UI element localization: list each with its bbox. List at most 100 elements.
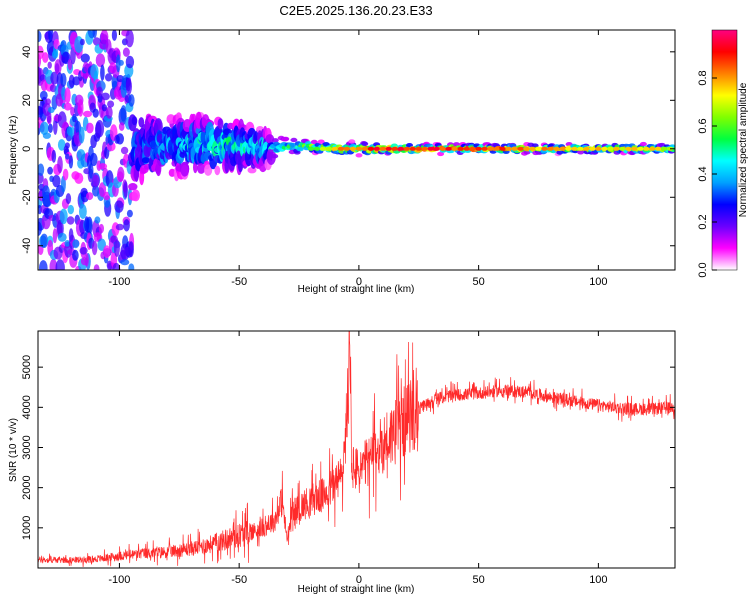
snr-x-tick-label: -100 bbox=[108, 574, 130, 586]
heatmap-cell bbox=[607, 146, 614, 151]
heatmap-cell bbox=[111, 30, 117, 41]
heatmap-cell bbox=[631, 146, 638, 151]
heatmap-cell bbox=[74, 172, 84, 184]
heatmap-y-axis-label: Frequency (Hz) bbox=[8, 116, 19, 185]
heatmap-cell bbox=[105, 106, 113, 119]
heatmap-cell bbox=[553, 146, 560, 151]
snr-plot-frame bbox=[37, 330, 676, 569]
snr-axes: -100 -50 0 50 100 1000 2000 3000 4000 5000 bbox=[21, 331, 675, 586]
heatmap-cell bbox=[42, 185, 50, 200]
heatmap-x-tick-label: 50 bbox=[473, 276, 485, 288]
heatmap-cell bbox=[355, 146, 363, 151]
heatmap-x-tick-label: 0 bbox=[356, 276, 362, 288]
heatmap-cell bbox=[68, 74, 75, 89]
heatmap-cell bbox=[63, 102, 72, 111]
heatmap-cell bbox=[40, 233, 49, 248]
snr-y-tick-label: 1000 bbox=[21, 516, 33, 540]
heatmap-cell bbox=[80, 38, 85, 46]
heatmap-cell bbox=[131, 116, 138, 126]
heatmap-cell bbox=[39, 260, 48, 270]
heatmap-cell bbox=[90, 152, 98, 167]
heatmap-cell bbox=[98, 163, 108, 170]
heatmap-cell bbox=[47, 61, 52, 69]
heatmap-cell bbox=[123, 181, 128, 198]
heatmap-cell bbox=[79, 204, 87, 219]
heatmap-cell bbox=[529, 146, 536, 151]
heatmap-cell bbox=[493, 146, 500, 151]
chart-title: C2E5.2025.136.20.23.E33 bbox=[279, 3, 432, 18]
heatmap-cell bbox=[355, 153, 363, 158]
heatmap-cell bbox=[499, 146, 506, 151]
heatmap-cell bbox=[55, 259, 65, 270]
heatmap-cell bbox=[115, 223, 124, 231]
heatmap-cell bbox=[437, 151, 445, 157]
heatmap-cell bbox=[38, 172, 44, 184]
heatmap-cell bbox=[45, 98, 51, 105]
heatmap-cell bbox=[487, 146, 494, 151]
heatmap-cell bbox=[415, 146, 422, 151]
snr-x-axis-label: Height of straight line (km) bbox=[298, 584, 415, 595]
heatmap-cell bbox=[64, 87, 71, 104]
heatmap-cell bbox=[57, 232, 67, 242]
heatmap-cell bbox=[613, 146, 620, 151]
colorbar-tick-label: 0.4 bbox=[697, 166, 709, 181]
heatmap-cell bbox=[409, 146, 416, 151]
heatmap-x-axis-label: Height of straight line (km) bbox=[298, 284, 415, 295]
heatmap-cell bbox=[68, 155, 74, 169]
heatmap-y-tick-label: -40 bbox=[21, 238, 33, 254]
heatmap-cell bbox=[571, 146, 578, 151]
heatmap-cell bbox=[322, 142, 330, 147]
heatmap-cell bbox=[128, 241, 134, 258]
heatmap-cell bbox=[289, 142, 297, 148]
heatmap-cell bbox=[406, 143, 413, 148]
heatmap-cell bbox=[59, 208, 68, 225]
snr-x-tick-label: 100 bbox=[589, 574, 607, 586]
heatmap-cell bbox=[112, 262, 121, 270]
heatmap-cell bbox=[649, 146, 656, 151]
heatmap-cell bbox=[310, 139, 318, 145]
snr-y-tick-label: 5000 bbox=[21, 355, 33, 379]
snr-series-line bbox=[38, 331, 675, 568]
heatmap-cell bbox=[325, 146, 333, 151]
heatmap-cell bbox=[511, 146, 518, 151]
heatmap-cell bbox=[141, 157, 150, 164]
heatmap-cell bbox=[349, 146, 357, 151]
heatmap-cell bbox=[577, 146, 584, 151]
heatmap-cell bbox=[114, 200, 124, 213]
heatmap-cell bbox=[38, 163, 45, 176]
snr-y-tick-label: 4000 bbox=[21, 395, 33, 419]
heatmap-cell bbox=[123, 219, 130, 232]
heatmap-cell bbox=[128, 263, 135, 270]
heatmap-cell bbox=[397, 146, 404, 151]
heatmap-cell bbox=[92, 30, 97, 39]
heatmap-cell bbox=[116, 54, 121, 73]
heatmap-cell bbox=[505, 146, 512, 151]
snr-y-axis-label: SNR (10 * v/v) bbox=[8, 418, 19, 482]
heatmap-cell bbox=[42, 52, 49, 63]
heatmap-cell bbox=[52, 228, 58, 244]
heatmap-cell bbox=[282, 136, 290, 142]
heatmap-cell bbox=[523, 150, 531, 155]
heatmap-cell bbox=[541, 146, 548, 151]
heatmap-cell bbox=[319, 146, 327, 151]
heatmap-cell bbox=[125, 55, 135, 69]
heatmap-cell bbox=[72, 249, 79, 261]
heatmap-cell bbox=[457, 146, 464, 151]
heatmap-cell bbox=[62, 168, 69, 181]
heatmap-cell bbox=[48, 30, 54, 42]
heatmap-cell bbox=[601, 146, 608, 151]
heatmap-cell bbox=[180, 162, 190, 177]
heatmap-cell bbox=[77, 99, 84, 117]
heatmap-cell bbox=[39, 121, 49, 135]
heatmap-cell bbox=[91, 240, 98, 256]
heatmap-cell bbox=[107, 100, 115, 108]
heatmap-cell bbox=[348, 139, 356, 144]
heatmap-cell bbox=[88, 163, 94, 179]
heatmap-cell bbox=[116, 133, 124, 145]
heatmap-cell bbox=[595, 146, 602, 151]
heatmap-cell bbox=[197, 163, 206, 174]
heatmap-cell bbox=[95, 53, 106, 67]
snr-y-tick-label: 2000 bbox=[21, 475, 33, 499]
heatmap-cell bbox=[214, 165, 221, 176]
heatmap-cell bbox=[80, 53, 90, 63]
